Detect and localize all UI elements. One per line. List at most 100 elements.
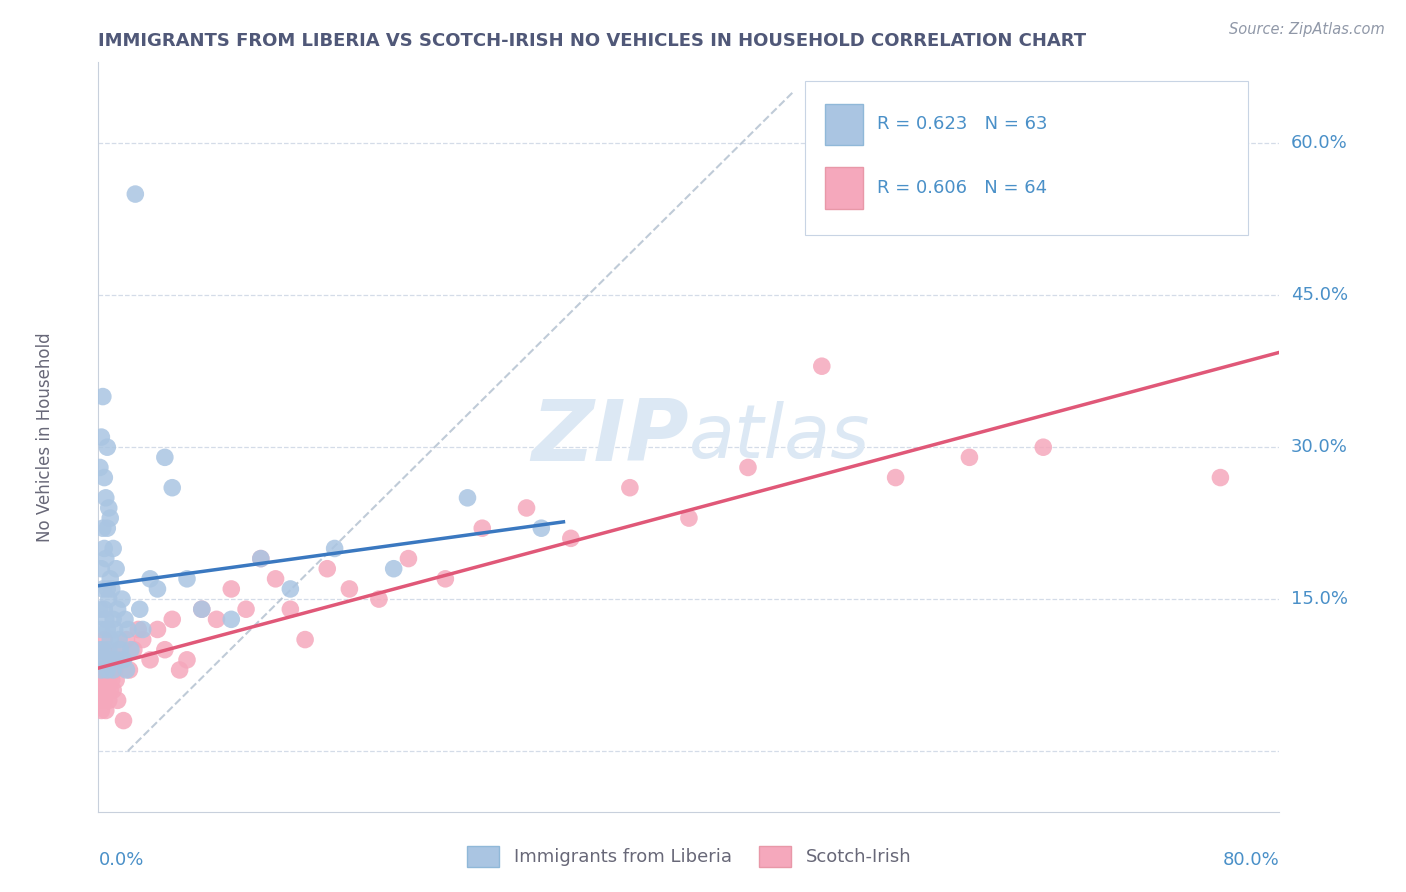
Point [810, 359, 832, 374]
Point [221, 582, 243, 596]
Point [94, 551, 117, 566]
Point [94, 612, 117, 626]
Point [96, 663, 118, 677]
Point [108, 632, 131, 647]
Point [457, 491, 479, 505]
Text: 30.0%: 30.0% [1291, 438, 1347, 456]
Point [94, 673, 117, 687]
Point [115, 632, 138, 647]
Point [737, 460, 759, 475]
Point [107, 602, 129, 616]
Point [316, 562, 339, 576]
Point [100, 653, 122, 667]
Point [530, 521, 553, 535]
Point [124, 187, 146, 202]
Text: 15.0%: 15.0% [1291, 591, 1347, 608]
Point [105, 653, 128, 667]
Point [221, 612, 243, 626]
Point [176, 653, 198, 667]
Point [112, 653, 135, 667]
Point [90, 430, 112, 444]
Point [115, 663, 138, 677]
Point [162, 481, 183, 495]
Point [108, 642, 131, 657]
Point [96, 683, 118, 698]
Point [89, 683, 111, 698]
Point [97, 642, 120, 657]
Point [91, 683, 114, 698]
Point [94, 642, 117, 657]
Point [103, 663, 125, 677]
Text: No Vehicles in Household: No Vehicles in Household [37, 332, 55, 542]
Point [91, 673, 114, 687]
Point [90, 562, 112, 576]
Text: R = 0.623   N = 63: R = 0.623 N = 63 [877, 115, 1047, 133]
Point [280, 602, 302, 616]
Point [98, 663, 121, 677]
Point [176, 572, 198, 586]
Point [111, 592, 134, 607]
Point [110, 642, 132, 657]
Point [93, 602, 115, 616]
Point [93, 632, 115, 647]
Point [97, 500, 120, 515]
Point [94, 653, 117, 667]
Point [146, 582, 169, 596]
Point [114, 612, 136, 626]
Point [323, 541, 346, 556]
Point [98, 632, 121, 647]
Point [122, 642, 145, 657]
Point [146, 623, 169, 637]
Point [91, 582, 114, 596]
Point [90, 663, 112, 677]
Point [153, 642, 176, 657]
Point [112, 714, 135, 728]
Point [205, 612, 228, 626]
Point [96, 623, 118, 637]
Point [100, 582, 122, 596]
Legend: Immigrants from Liberia, Scotch-Irish: Immigrants from Liberia, Scotch-Irish [460, 838, 918, 874]
Point [105, 562, 128, 576]
FancyBboxPatch shape [804, 81, 1247, 235]
Point [368, 592, 391, 607]
Point [959, 450, 981, 465]
Point [162, 612, 183, 626]
Point [132, 632, 155, 647]
Point [104, 623, 127, 637]
Point [96, 582, 118, 596]
Point [91, 642, 114, 657]
Point [191, 602, 214, 616]
Point [107, 693, 129, 707]
Text: 60.0%: 60.0% [1291, 135, 1347, 153]
Text: 45.0%: 45.0% [1291, 286, 1348, 304]
Point [294, 632, 316, 647]
Point [132, 623, 155, 637]
Point [139, 572, 162, 586]
Point [250, 551, 273, 566]
Point [103, 612, 125, 626]
Point [97, 693, 120, 707]
Point [93, 653, 115, 667]
Text: atlas: atlas [689, 401, 870, 473]
Point [110, 653, 132, 667]
Point [339, 582, 361, 596]
Point [103, 683, 125, 698]
Point [398, 551, 420, 566]
Text: Source: ZipAtlas.com: Source: ZipAtlas.com [1229, 22, 1385, 37]
Point [96, 440, 118, 454]
Point [89, 460, 111, 475]
Point [90, 703, 112, 717]
Point [104, 663, 127, 677]
Text: ZIP: ZIP [531, 395, 689, 479]
Point [120, 642, 142, 657]
Point [128, 602, 150, 616]
Point [235, 602, 257, 616]
Point [98, 572, 121, 586]
Point [94, 703, 117, 717]
Point [105, 673, 128, 687]
Point [98, 511, 121, 525]
Point [96, 521, 118, 535]
Point [678, 511, 700, 525]
Text: IMMIGRANTS FROM LIBERIA VS SCOTCH-IRISH NO VEHICLES IN HOUSEHOLD CORRELATION CHA: IMMIGRANTS FROM LIBERIA VS SCOTCH-IRISH … [98, 32, 1087, 50]
Point [93, 693, 115, 707]
